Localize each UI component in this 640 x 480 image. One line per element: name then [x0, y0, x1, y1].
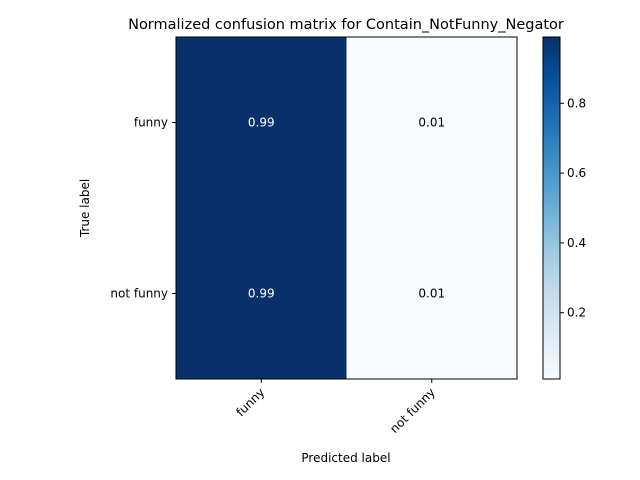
colorbar-tick-label: 0.4 — [567, 236, 586, 250]
y-tick-label: funny — [134, 116, 168, 130]
cell-value-label: 0.01 — [418, 287, 445, 301]
x-axis-ticks: funny not funny — [233, 379, 438, 436]
y-axis-label: True label — [78, 179, 92, 238]
cell-value-label: 0.99 — [248, 116, 275, 130]
colorbar-tick-label: 0.8 — [567, 96, 586, 110]
heatmap-cell — [346, 37, 517, 208]
colorbar-tick-label: 0.6 — [567, 166, 586, 180]
colorbar-ticks: 0.2 0.4 0.6 0.8 — [560, 96, 586, 320]
colorbar-tick-label: 0.2 — [567, 306, 586, 320]
heatmap-cell — [176, 208, 347, 379]
heatmap-cells: 0.99 0.01 0.99 0.01 — [176, 37, 517, 379]
y-tick-label: not funny — [110, 287, 168, 301]
x-tick-label: funny — [233, 385, 267, 419]
heatmap-cell — [346, 208, 517, 379]
cell-value-label: 0.01 — [418, 116, 445, 130]
plot-frame — [175, 36, 518, 380]
x-tick-label: not funny — [387, 385, 438, 436]
x-axis-label: Predicted label — [301, 451, 390, 465]
chart-title: Normalized confusion matrix for Contain_… — [128, 17, 564, 33]
y-axis-ticks: funny not funny — [110, 116, 176, 301]
cell-value-label: 0.99 — [248, 287, 275, 301]
colorbar — [542, 36, 561, 380]
heatmap-cell — [176, 37, 347, 208]
